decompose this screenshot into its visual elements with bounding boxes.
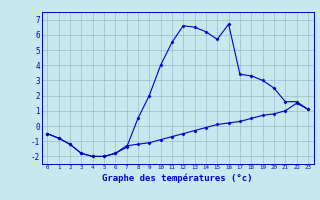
X-axis label: Graphe des températures (°c): Graphe des températures (°c)	[102, 173, 253, 183]
